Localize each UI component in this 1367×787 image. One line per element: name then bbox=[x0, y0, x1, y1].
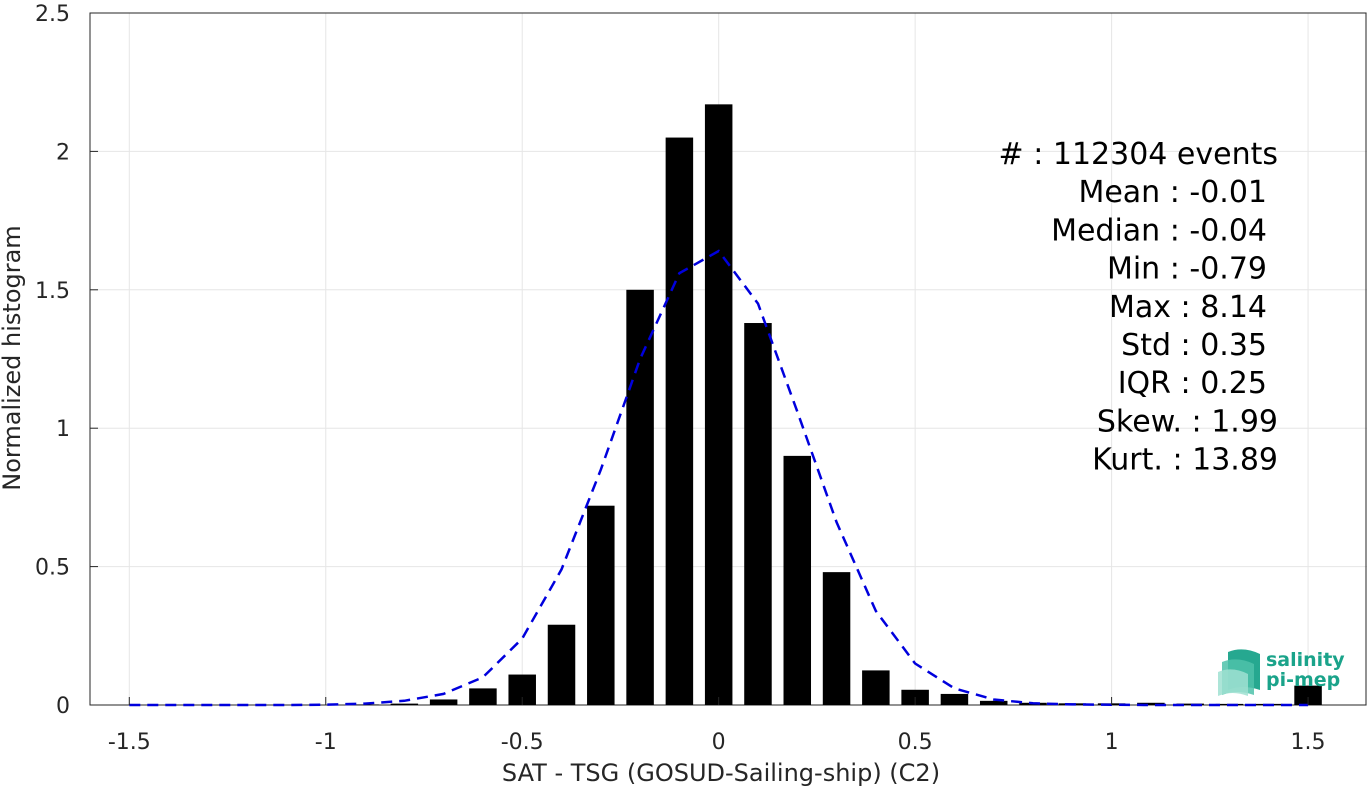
histogram-bar bbox=[587, 505, 615, 705]
stats-line: Kurt. : 13.89 bbox=[1092, 443, 1278, 478]
histogram-bar bbox=[979, 700, 1008, 705]
x-tick-label: -1.5 bbox=[108, 730, 151, 755]
bars bbox=[351, 104, 1322, 706]
y-tick-label: 0 bbox=[56, 694, 70, 719]
histogram-bar bbox=[1176, 703, 1204, 705]
x-tick-label: -0.5 bbox=[501, 730, 544, 755]
stats-line: Skew. : 1.99 bbox=[1097, 404, 1278, 439]
stats-line: Std : 0.35 bbox=[1121, 328, 1267, 363]
histogram-bar bbox=[783, 455, 812, 705]
logo-text-salinity: salinity bbox=[1266, 649, 1345, 671]
y-tick-label: 1.5 bbox=[35, 279, 70, 304]
histogram-bar bbox=[940, 693, 969, 705]
histogram-bar bbox=[390, 703, 419, 705]
waves-icon bbox=[1218, 649, 1260, 696]
x-tick-label: 0 bbox=[712, 730, 726, 755]
x-axis-ticks: -1.5 -1 -0.5 0 0.5 1 1.5 bbox=[108, 697, 1326, 755]
x-tick-label: -1 bbox=[315, 730, 337, 755]
stats-line: Min : -0.79 bbox=[1107, 252, 1267, 287]
histogram-bar bbox=[1294, 685, 1322, 705]
x-tick-label: 1.5 bbox=[1291, 730, 1326, 755]
histogram-bar bbox=[665, 137, 694, 705]
y-tick-label: 2 bbox=[56, 140, 70, 165]
y-tick-label: 2.5 bbox=[35, 2, 70, 27]
histogram-bar bbox=[469, 688, 497, 705]
salinity-pi-mep-logo: salinity pi-mep bbox=[1218, 649, 1345, 696]
x-axis-label: SAT - TSG (GOSUD-Sailing-ship) (C2) bbox=[502, 759, 940, 787]
histogram-bar bbox=[429, 699, 458, 705]
stats-line: IQR : 0.25 bbox=[1118, 366, 1267, 401]
histogram-bar bbox=[862, 670, 890, 705]
stats-line: Max : 8.14 bbox=[1109, 290, 1267, 325]
histogram-bar bbox=[822, 572, 851, 705]
histogram-bar bbox=[1137, 702, 1165, 705]
stats-line: Median : -0.04 bbox=[1051, 213, 1267, 248]
y-axis-label: Normalized histogram bbox=[0, 225, 26, 490]
histogram-bar bbox=[744, 323, 772, 705]
stats-line: # : 112304 events bbox=[999, 137, 1278, 172]
y-axis-ticks: 0 0.5 1 1.5 2 2.5 bbox=[35, 2, 98, 719]
histogram-bar bbox=[704, 104, 733, 706]
y-tick-label: 1 bbox=[56, 417, 70, 442]
logo-text-pi-mep: pi-mep bbox=[1266, 669, 1340, 691]
histogram-bar bbox=[626, 289, 654, 705]
x-tick-label: 1 bbox=[1105, 730, 1119, 755]
stats-line: Mean : -0.01 bbox=[1078, 175, 1267, 210]
histogram-bar bbox=[547, 624, 576, 705]
y-tick-label: 0.5 bbox=[35, 556, 70, 581]
x-tick-label: 0.5 bbox=[898, 730, 933, 755]
